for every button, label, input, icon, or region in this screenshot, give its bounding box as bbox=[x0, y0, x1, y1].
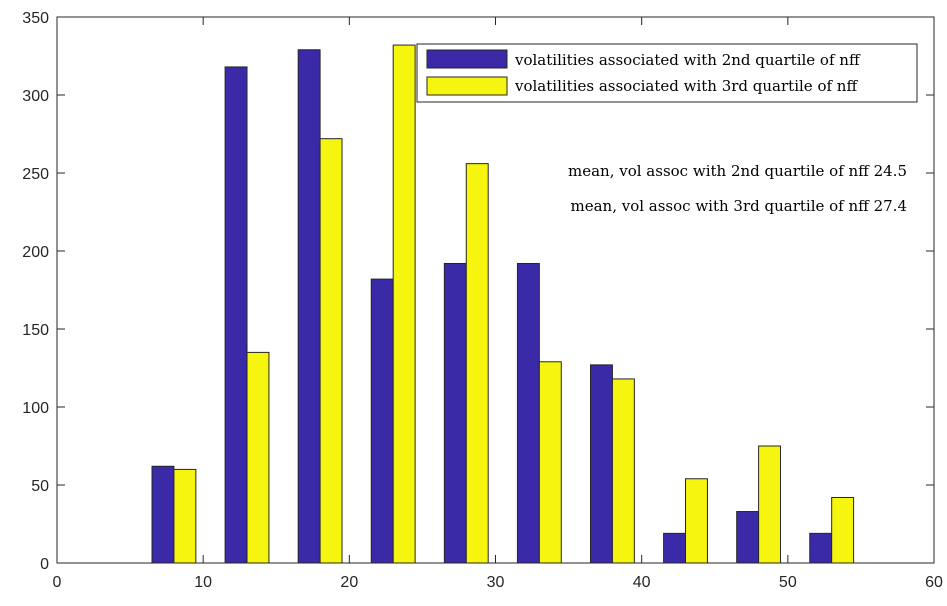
bar-series-2-bin-1 bbox=[173, 468, 197, 564]
y-tick-label: 150 bbox=[22, 322, 49, 339]
legend-label-series-2: volatilities associated with 3rd quartil… bbox=[514, 77, 858, 95]
bar-series-2-bin-8 bbox=[685, 478, 708, 564]
annotation-mean-2nd-quartile: mean, vol assoc with 2nd quartile of nff… bbox=[568, 162, 907, 180]
x-tick-label: 30 bbox=[487, 574, 505, 591]
y-tick-label: 0 bbox=[40, 556, 49, 573]
bar-series-1-bin-5 bbox=[443, 262, 467, 564]
annotations: mean, vol assoc with 2nd quartile of nff… bbox=[568, 162, 907, 215]
bar-series-2-bin-2 bbox=[246, 351, 270, 564]
legend-swatch-series-1 bbox=[426, 49, 508, 69]
bar-series-1-bin-1 bbox=[151, 465, 175, 564]
bar-series-1-bin-6 bbox=[516, 262, 540, 564]
bar-series-2-bin-3 bbox=[319, 138, 343, 564]
x-tick-label: 20 bbox=[340, 574, 358, 591]
legend-label-series-1: volatilities associated with 2nd quartil… bbox=[514, 51, 861, 69]
bar-series-1-bin-7 bbox=[590, 364, 613, 564]
annotation-mean-3rd-quartile: mean, vol assoc with 3rd quartile of nff… bbox=[570, 197, 907, 215]
x-tick-label: 0 bbox=[53, 574, 62, 591]
bar-series-1-bin-8 bbox=[663, 532, 687, 564]
bar-series-2-bin-10 bbox=[831, 496, 855, 564]
legend-swatch-series-2 bbox=[426, 76, 508, 96]
axes-layer: 0 10 20 30 40 50 60 0 50 100 150 200 250 300 350 bbox=[22, 10, 943, 591]
y-tick-label: 350 bbox=[22, 10, 49, 27]
bar-series-2-bin-5 bbox=[465, 163, 489, 564]
bar-series-2-bin-9 bbox=[758, 445, 782, 564]
y-tick-label: 300 bbox=[22, 88, 49, 105]
bar-series-1-bin-4 bbox=[370, 278, 394, 564]
bars-layer bbox=[151, 44, 855, 564]
x-tick-label: 50 bbox=[779, 574, 797, 591]
bar-series-1-bin-2 bbox=[224, 66, 248, 564]
bar-series-2-bin-7 bbox=[611, 378, 635, 564]
bar-series-1-bin-3 bbox=[297, 49, 321, 564]
bar-series-2-bin-6 bbox=[538, 361, 562, 564]
x-tick-label: 40 bbox=[633, 574, 651, 591]
bar-series-1-bin-10 bbox=[809, 532, 833, 564]
legend: volatilities associated with 2nd quartil… bbox=[416, 43, 918, 103]
y-tick-label: 50 bbox=[31, 478, 49, 495]
x-tick-label: 60 bbox=[925, 574, 943, 591]
bar-series-2-bin-4 bbox=[392, 44, 416, 564]
bar-series-1-bin-9 bbox=[736, 511, 760, 564]
x-tick-label: 10 bbox=[194, 574, 212, 591]
y-tick-label: 200 bbox=[22, 244, 49, 261]
y-tick-label: 100 bbox=[22, 400, 49, 417]
y-tick-label: 250 bbox=[22, 166, 49, 183]
plot-background bbox=[57, 17, 934, 563]
